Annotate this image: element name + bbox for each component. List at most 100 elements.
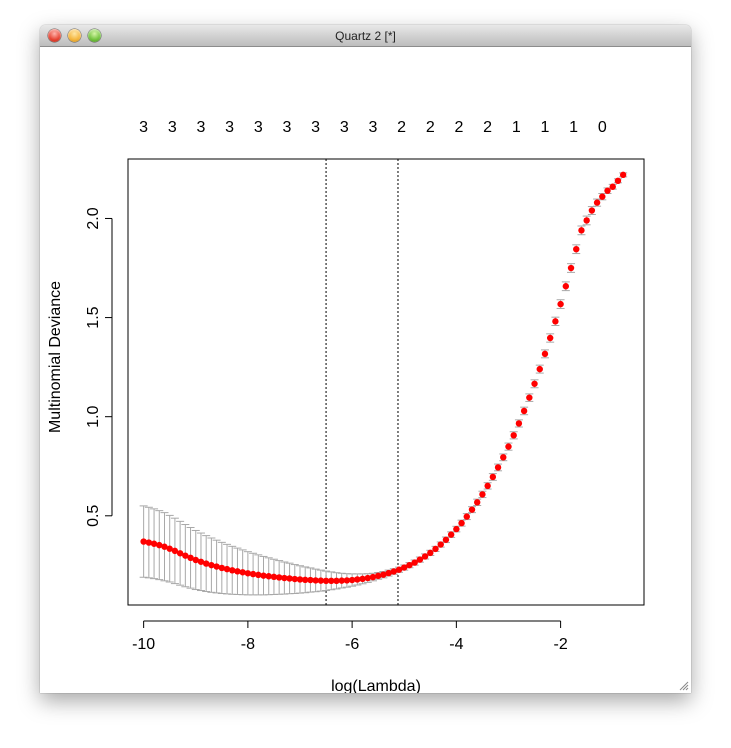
data-point [307, 576, 314, 584]
data-point [296, 576, 304, 583]
data-point [140, 538, 147, 545]
data-point [442, 536, 450, 543]
data-point [432, 545, 439, 553]
data-point [359, 575, 366, 583]
data-point [573, 245, 580, 253]
data-point [244, 570, 252, 577]
data-point [578, 227, 585, 234]
window-title: Quartz 2 [*] [335, 29, 396, 43]
data-point [437, 541, 444, 548]
title-bar[interactable]: Quartz 2 [*] [40, 25, 691, 47]
top-axis-label: 3 [254, 119, 263, 136]
data-point [406, 561, 413, 569]
data-point [411, 559, 418, 566]
data-point [234, 568, 241, 575]
data-point [609, 183, 616, 190]
data-point [526, 394, 533, 401]
data-point [385, 569, 392, 577]
data-point [343, 577, 351, 584]
data-point [531, 380, 538, 387]
data-point [421, 553, 429, 560]
data-point [286, 575, 293, 582]
data-point [427, 549, 434, 557]
top-axis-label: 3 [225, 119, 234, 136]
data-point [150, 540, 158, 547]
zoom-window-button[interactable] [88, 29, 101, 42]
data-point [255, 571, 262, 579]
data-point [354, 576, 361, 583]
top-axis-label: 2 [455, 119, 464, 136]
x-tick-label: -8 [241, 636, 255, 653]
data-point [182, 552, 189, 559]
data-point [614, 177, 622, 185]
x-tick-label: -4 [449, 636, 463, 653]
top-axis-label: 3 [311, 119, 320, 136]
data-point [192, 556, 199, 564]
data-point [588, 207, 596, 214]
data-point [176, 550, 184, 557]
data-point [416, 556, 424, 563]
top-axis-label: 3 [283, 119, 292, 136]
data-point [270, 573, 278, 581]
data-point [208, 561, 215, 569]
top-axis-label: 3 [340, 119, 349, 136]
data-point [322, 577, 330, 585]
data-point [171, 547, 179, 555]
data-point [552, 318, 559, 325]
data-point [333, 577, 340, 585]
data-point [390, 568, 398, 575]
quartz-window: Quartz 2 [*] -10 -8 -6 -4 -2 0.5 1.0 1.5 2.0 log(… [40, 25, 691, 693]
data-point [380, 571, 387, 578]
data-point [500, 454, 507, 461]
data-point [202, 560, 210, 567]
top-axis-label: 3 [197, 119, 206, 136]
x-tick-label: -2 [553, 636, 567, 653]
close-window-button[interactable] [48, 29, 61, 42]
data-point [291, 575, 298, 583]
data-point [249, 570, 257, 578]
data-point [401, 564, 408, 571]
data-point [505, 443, 512, 450]
data-point [328, 577, 335, 585]
top-axis-label: 1 [512, 119, 521, 136]
minimize-window-button[interactable] [68, 29, 81, 42]
data-point [187, 554, 194, 562]
data-point [281, 574, 288, 582]
data-point [599, 193, 606, 200]
data-point [312, 577, 319, 584]
data-point [239, 569, 246, 576]
data-point [197, 558, 205, 565]
top-axis-label: 2 [483, 119, 492, 136]
data-point [515, 420, 523, 427]
data-point [484, 482, 491, 490]
x-tick-label: -6 [345, 636, 359, 653]
y-tick-label: 2.0 [85, 207, 102, 229]
data-point [479, 491, 486, 498]
data-point [213, 563, 220, 570]
data-point [348, 576, 356, 584]
data-point [364, 574, 371, 582]
top-axis-label: 3 [139, 119, 148, 136]
data-point [229, 567, 236, 574]
data-point [546, 334, 554, 342]
resize-grip-icon[interactable] [677, 679, 689, 691]
top-axis-label: 1 [569, 119, 578, 136]
data-point [536, 365, 543, 373]
data-point [562, 283, 570, 290]
data-point [567, 264, 575, 272]
data-point [145, 539, 153, 546]
plot-frame [127, 158, 645, 606]
x-axis-title: log(Lambda) [331, 678, 421, 693]
data-point [369, 573, 377, 581]
data-point [458, 519, 465, 527]
data-point [494, 464, 502, 471]
y-axis-title: Multinomial Deviance [47, 281, 64, 433]
data-point [395, 566, 403, 573]
data-point [463, 513, 470, 520]
y-tick-label: 0.5 [85, 505, 102, 527]
top-axis-label: 3 [168, 119, 177, 136]
y-tick-label: 1.0 [85, 405, 102, 427]
data-point [161, 543, 168, 550]
data-point [593, 199, 601, 206]
data-point [275, 574, 283, 581]
